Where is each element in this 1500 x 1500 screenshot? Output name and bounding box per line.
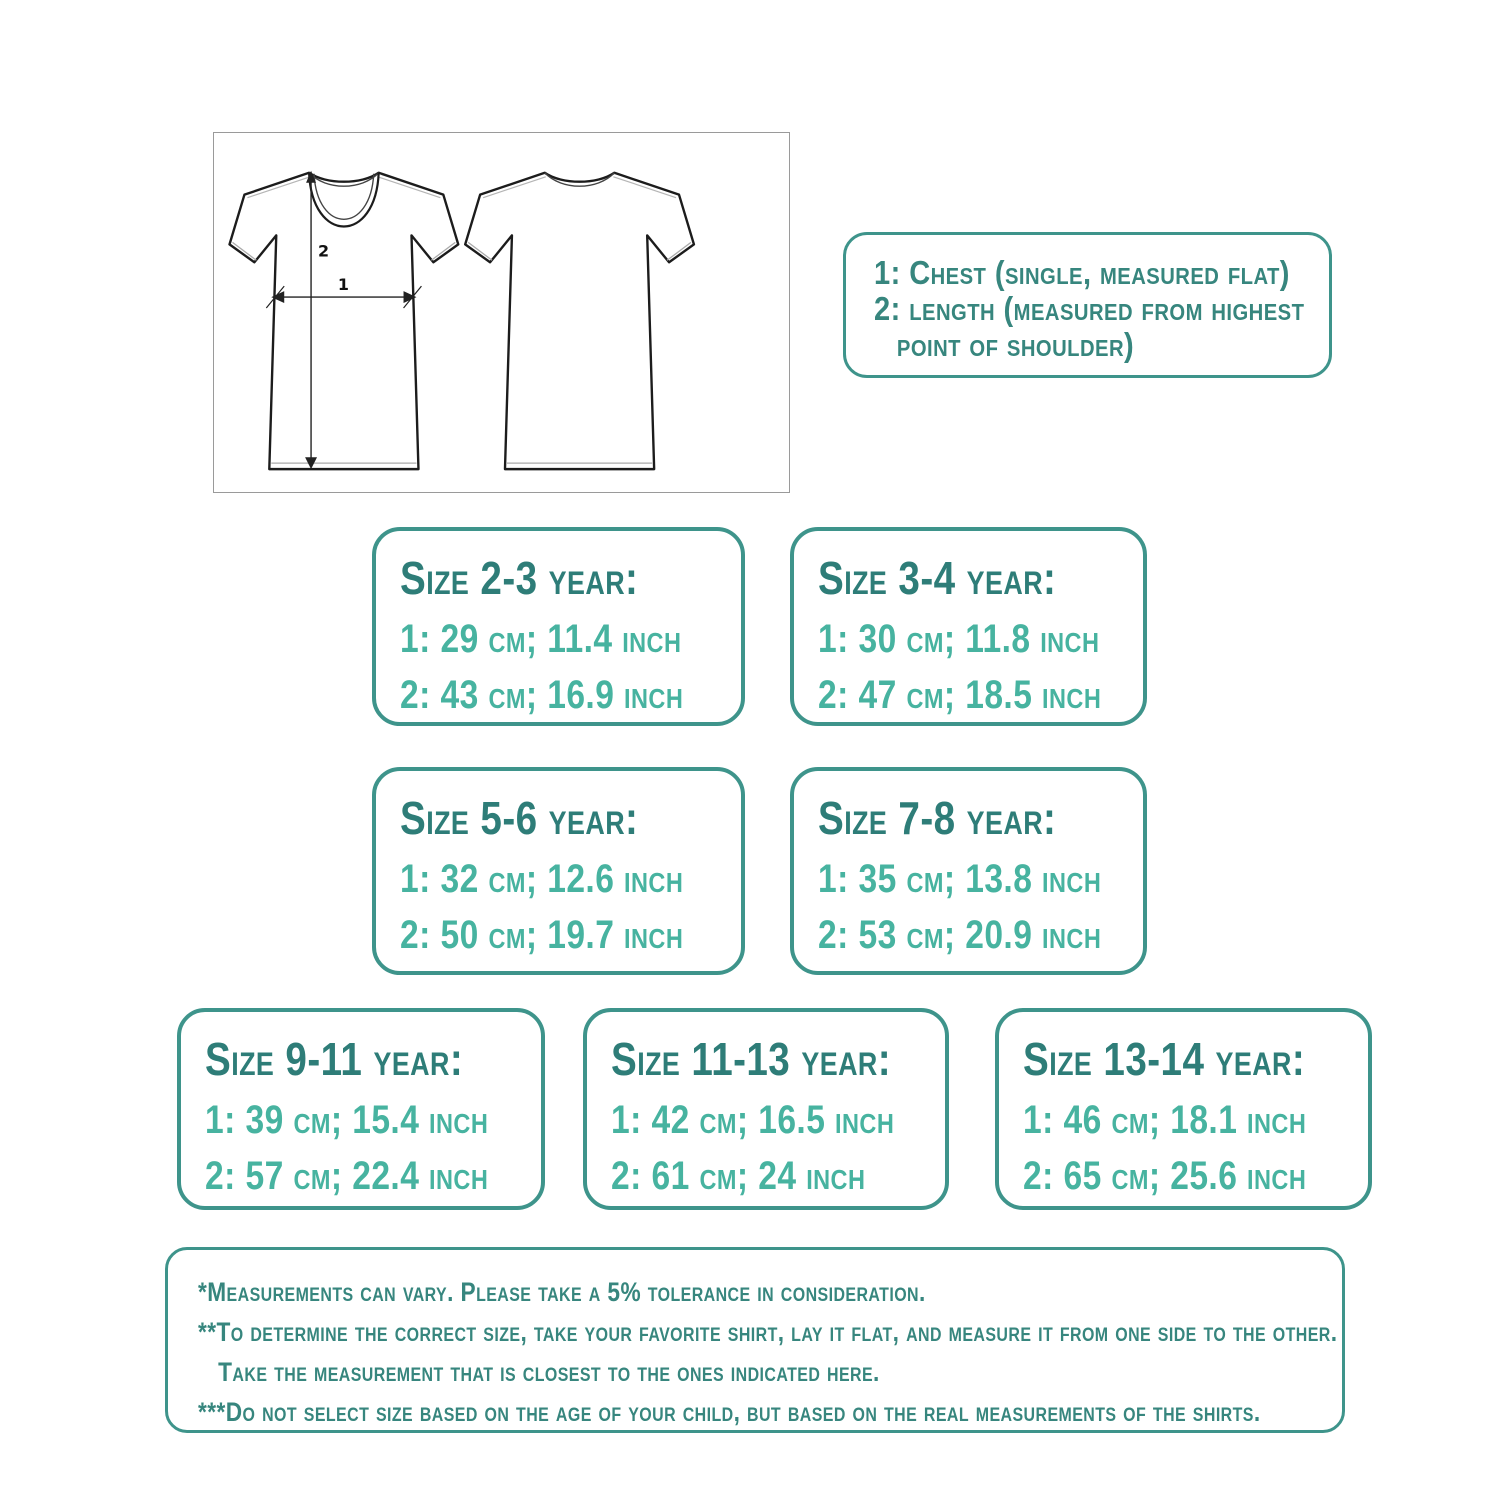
size-chest-value: 1: 39 cm; 15.4 inch	[205, 1098, 489, 1142]
size-length-value: 2: 65 cm; 25.6 inch	[1023, 1154, 1307, 1198]
note-tolerance: *Measurements can vary. Please take a 5%…	[198, 1277, 926, 1307]
chest-dimension-arrow: 1	[265, 275, 422, 309]
size-chest-value: 1: 42 cm; 16.5 inch	[611, 1098, 895, 1142]
size-length-value: 2: 61 cm; 24 inch	[611, 1154, 866, 1198]
size-card-13-14: Size 13-14 year: 1: 46 cm; 18.1 inch 2: …	[995, 1008, 1372, 1210]
size-chest-value: 1: 32 cm; 12.6 inch	[400, 857, 684, 901]
length-dimension-arrow: 2	[305, 170, 329, 470]
size-chest-value: 1: 30 cm; 11.8 inch	[818, 617, 1100, 661]
size-title: Size 13-14 year:	[1023, 1033, 1306, 1085]
tshirt-diagram-frame: 2 1	[213, 132, 790, 493]
size-chest-value: 1: 29 cm; 11.4 inch	[400, 617, 682, 661]
size-length-value: 2: 47 cm; 18.5 inch	[818, 673, 1102, 717]
size-title: Size 2-3 year:	[400, 552, 639, 604]
length-label: 2	[318, 241, 329, 260]
tshirt-diagram: 2 1	[228, 170, 696, 471]
size-length-value: 2: 43 cm; 16.9 inch	[400, 673, 684, 717]
chest-label: 1	[338, 275, 349, 294]
note-how-to-measure-cont: Take the measurement that is closest to …	[218, 1357, 880, 1387]
back-shirt-icon	[464, 171, 696, 471]
size-length-value: 2: 53 cm; 20.9 inch	[818, 913, 1102, 957]
legend-line-chest: 1: Chest (single, measured flat)	[874, 254, 1290, 291]
size-card-5-6: Size 5-6 year: 1: 32 cm; 12.6 inch 2: 50…	[372, 767, 745, 975]
size-title: Size 3-4 year:	[818, 552, 1057, 604]
size-card-7-8: Size 7-8 year: 1: 35 cm; 13.8 inch 2: 53…	[790, 767, 1147, 975]
size-chest-value: 1: 46 cm; 18.1 inch	[1023, 1098, 1307, 1142]
size-card-2-3: Size 2-3 year: 1: 29 cm; 11.4 inch 2: 43…	[372, 527, 745, 726]
note-how-to-measure: **To determine the correct size, take yo…	[198, 1317, 1338, 1347]
size-title: Size 5-6 year:	[400, 792, 639, 844]
front-shirt-icon	[228, 171, 460, 471]
size-title: Size 11-13 year:	[611, 1033, 892, 1085]
size-title: Size 7-8 year:	[818, 792, 1057, 844]
size-length-value: 2: 50 cm; 19.7 inch	[400, 913, 684, 957]
size-length-value: 2: 57 cm; 22.4 inch	[205, 1154, 489, 1198]
size-chest-value: 1: 35 cm; 13.8 inch	[818, 857, 1102, 901]
size-card-11-13: Size 11-13 year: 1: 42 cm; 16.5 inch 2: …	[583, 1008, 949, 1210]
size-card-9-11: Size 9-11 year: 1: 39 cm; 15.4 inch 2: 5…	[177, 1008, 545, 1210]
measurement-legend-box: 1: Chest (single, measured flat) 2: leng…	[843, 232, 1332, 378]
legend-line-length: 2: length (measured from highest	[874, 290, 1305, 327]
size-title: Size 9-11 year:	[205, 1033, 464, 1085]
size-card-3-4: Size 3-4 year: 1: 30 cm; 11.8 inch 2: 47…	[790, 527, 1147, 726]
footnotes-box: *Measurements can vary. Please take a 5%…	[165, 1247, 1345, 1433]
legend-line-length-cont: point of shoulder)	[896, 326, 1135, 363]
note-age-warning: ***Do not select size based on the age o…	[198, 1397, 1261, 1427]
